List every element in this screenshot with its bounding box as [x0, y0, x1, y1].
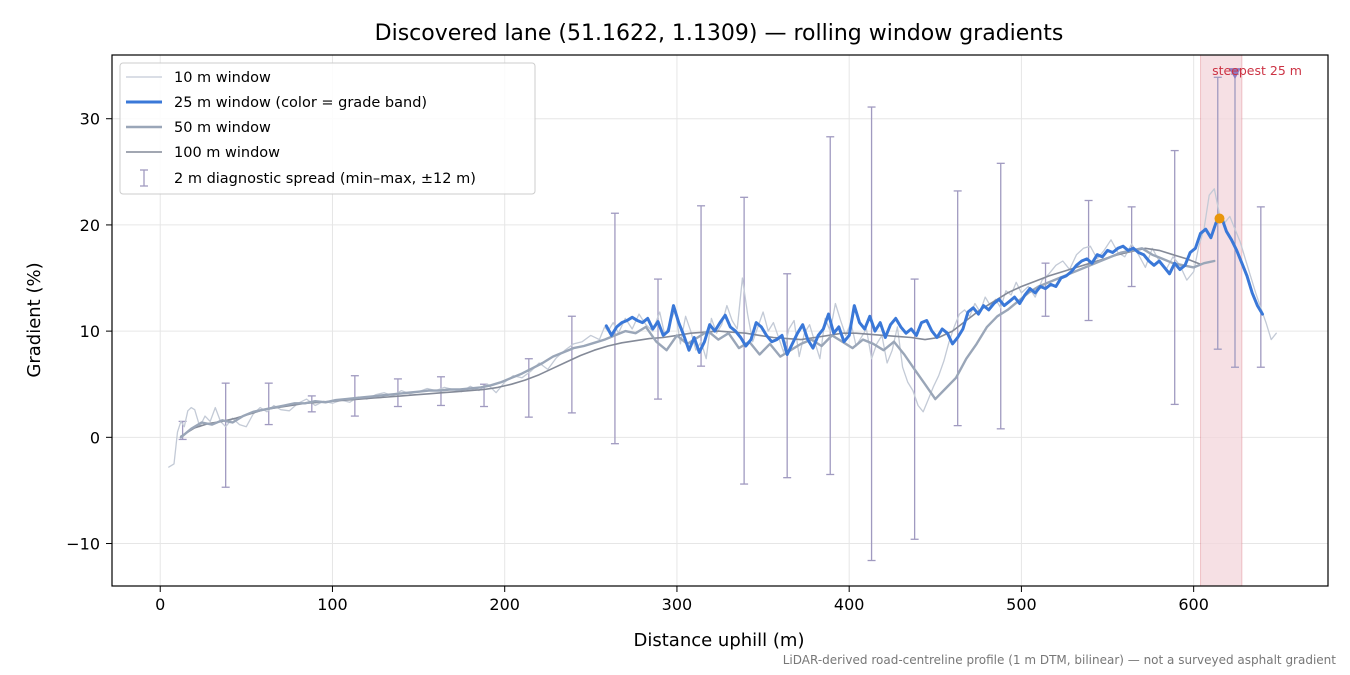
point-markers: [1214, 68, 1241, 224]
diagnostic-errorbar: [1256, 206, 1265, 368]
x-axis-label: Distance uphill (m): [634, 630, 805, 651]
diagnostic-errorbar: [524, 358, 533, 418]
diagnostic-errorbar: [1127, 206, 1136, 288]
legend-swatch-diagnostic: [140, 169, 148, 187]
footnote: LiDAR-derived road-centreline profile (1…: [783, 653, 1337, 667]
diagnostic-errorbar: [264, 382, 273, 426]
plot-frame: [111, 54, 1329, 587]
y-axis-ticks: −10 0 10 20 30: [66, 110, 112, 554]
diagnostic-errorbar: [953, 190, 962, 427]
y-tick-label: 0: [90, 428, 100, 447]
peak-marker: [1214, 213, 1225, 224]
diagnostic-errorbar: [567, 315, 576, 414]
legend-box: [119, 62, 536, 195]
legend-label-w50: 50 m window: [174, 120, 271, 136]
x-tick-label: 300: [662, 595, 693, 614]
legend-label-w100: 100 m window: [174, 145, 280, 161]
steepest-annotation: steepest 25 m: [1212, 63, 1302, 78]
x-tick-label: 100: [317, 595, 348, 614]
series-line-w50: [179, 247, 1216, 439]
steepest-band: [1200, 54, 1243, 587]
legend-label-diagnostic: 2 m diagnostic spread (min–max, ±12 m): [174, 171, 476, 187]
diagnostic-errorbar: [350, 375, 359, 417]
legend-label-w10: 10 m window: [174, 70, 271, 86]
x-tick-label: 400: [834, 595, 865, 614]
series-line-w10: [168, 188, 1277, 468]
y-tick-label: −10: [66, 535, 100, 554]
steepest-point-marker: [1228, 68, 1241, 80]
diagnostic-errorbar: [1170, 149, 1179, 406]
x-tick-label: 200: [489, 595, 520, 614]
x-tick-label: 600: [1178, 595, 1209, 614]
diagnostic-errorbar: [910, 278, 919, 540]
x-tick-label: 500: [1006, 595, 1037, 614]
diagnostic-errorbar: [826, 136, 835, 476]
series-line-w25: [604, 214, 1264, 356]
legend-label-w25: 25 m window (color = grade band): [174, 95, 427, 111]
steepest-segment-highlight: [1200, 54, 1243, 587]
x-axis-ticks: 0 100 200 300 400 500 600: [155, 586, 1209, 614]
chart-title: Discovered lane (51.1622, 1.1309) — roll…: [375, 21, 1064, 46]
y-tick-label: 20: [80, 216, 100, 235]
y-axis-label: Gradient (%): [24, 262, 45, 377]
diagnostic-errorbar: [697, 205, 706, 367]
x-tick-label: 0: [155, 595, 165, 614]
diagnostic-errorbar: [221, 382, 230, 488]
diagnostic-errorbar: [783, 273, 792, 479]
diagnostic-errorbar: [307, 395, 316, 413]
y-tick-label: 10: [80, 322, 100, 341]
series-lines: [168, 188, 1277, 468]
diagnostic-errorbar: [653, 278, 662, 400]
diagnostic-errorbar: [996, 162, 1005, 430]
y-tick-label: 30: [80, 110, 100, 129]
legend: 10 m window 25 m window (color = grade b…: [119, 62, 536, 195]
diagnostic-errorbar: [1213, 76, 1222, 350]
